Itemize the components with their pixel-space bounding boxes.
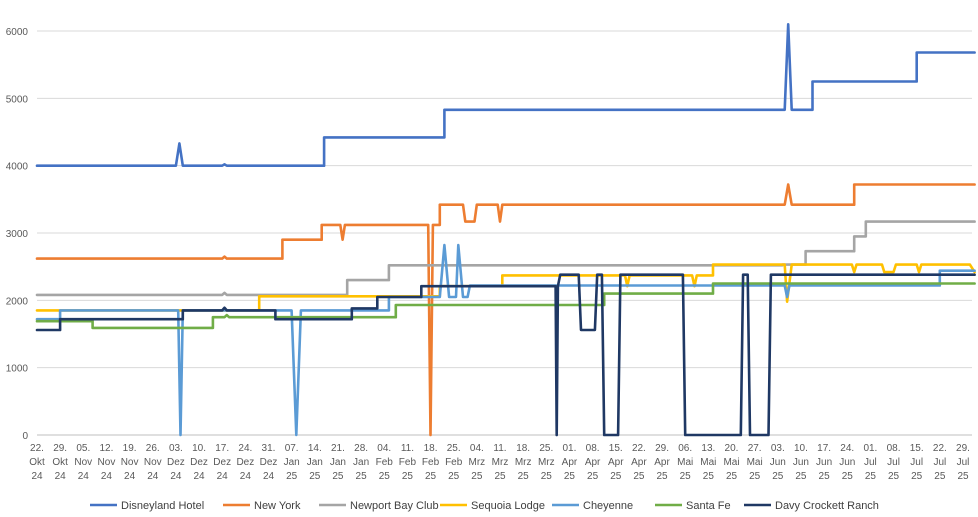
x-tick-label: 29. Okt 24 [52, 443, 68, 482]
legend-label: Santa Fe [686, 500, 731, 512]
x-tick-label: 12. Nov 24 [98, 443, 116, 482]
x-tick-label: 24. Jun 25 [839, 443, 855, 482]
series-line-davy-crockett-ranch [35, 273, 976, 437]
x-tick-label: 24. Dez 24 [236, 443, 254, 482]
y-tick-label: 5000 [6, 94, 29, 105]
x-tick-label: 03. Jun 25 [770, 443, 786, 482]
legend: Disneyland Hotel New York Newport Bay Club… [90, 500, 879, 512]
x-tick-label: 25. Feb 25 [445, 443, 463, 482]
x-tick-label: 01. Jul 25 [863, 443, 877, 482]
x-tick-label: 05. Nov 24 [74, 443, 92, 482]
x-tick-label: 25. Mrz 25 [538, 443, 555, 482]
y-tick-label: 2000 [6, 296, 29, 307]
x-axis-ticks: 22. Okt 24 29. Okt 24 05. Nov 24 12. Nov 24 19. Nov 24… [29, 443, 970, 482]
x-tick-label: 01. Apr 25 [562, 443, 578, 482]
y-tick-label: 4000 [6, 162, 29, 173]
series-line-santa-fe [35, 282, 976, 330]
y-tick-label: 6000 [6, 27, 29, 38]
x-tick-label: 19. Nov 24 [121, 443, 139, 482]
x-tick-label: 27. Mai 25 [747, 443, 763, 482]
x-tick-label: 21. Jan 25 [330, 443, 346, 482]
x-tick-label: 20. Mai 25 [723, 443, 739, 482]
x-tick-label: 29. Jul 25 [956, 443, 970, 482]
x-tick-label: 11. Mrz 25 [492, 443, 509, 482]
x-tick-label: 22. Jul 25 [933, 443, 947, 482]
x-tick-label: 26. Nov 24 [144, 443, 162, 482]
x-tick-label: 04. Feb 25 [376, 443, 394, 482]
x-tick-label: 13. Mai 25 [700, 443, 716, 482]
series-line-new-york [35, 183, 976, 437]
legend-label: Davy Crockett Ranch [775, 500, 879, 512]
legend-label: New York [254, 500, 301, 512]
x-tick-label: 17. Jun 25 [816, 443, 832, 482]
x-tick-label: 31. Dez 24 [260, 443, 278, 482]
x-tick-label: 03. Dez 24 [167, 443, 185, 482]
x-tick-label: 29. Apr 25 [654, 443, 670, 482]
x-tick-label: 15. Apr 25 [608, 443, 624, 482]
x-tick-label: 18. Feb 25 [422, 443, 440, 482]
legend-label: Sequoia Lodge [471, 500, 545, 512]
x-tick-label: 22. Apr 25 [631, 443, 647, 482]
y-axis-ticks: 0 1000 2000 3000 4000 5000 6000 [6, 27, 29, 442]
x-tick-label: 11. Feb 25 [399, 443, 417, 482]
x-tick-label: 06. Mai 25 [677, 443, 693, 482]
x-tick-label: 22. Okt 24 [29, 443, 45, 482]
y-tick-label: 1000 [6, 364, 29, 375]
x-tick-label: 15. Jul 25 [910, 443, 924, 482]
legend-label: Newport Bay Club [350, 500, 439, 512]
x-tick-label: 18. Mrz 25 [515, 443, 532, 482]
x-tick-label: 28. Jan 25 [353, 443, 369, 482]
y-tick-label: 0 [22, 431, 28, 442]
x-tick-label: 04. Mrz 25 [469, 443, 486, 482]
x-tick-label: 08. Apr 25 [585, 443, 601, 482]
legend-label: Cheyenne [583, 500, 633, 512]
series-lines [35, 23, 976, 437]
gridlines [37, 30, 972, 436]
x-tick-label: 17. Dez 24 [213, 443, 231, 482]
x-tick-label: 07. Jan 25 [284, 443, 300, 482]
x-tick-label: 08. Jul 25 [887, 443, 901, 482]
x-tick-label: 14. Jan 25 [307, 443, 323, 482]
legend-label: Disneyland Hotel [121, 500, 204, 512]
series-line-disneyland-hotel [35, 23, 976, 167]
series-line-cheyenne [35, 243, 976, 437]
y-tick-label: 3000 [6, 229, 29, 240]
x-tick-label: 10. Dez 24 [190, 443, 208, 482]
x-tick-label: 10. Jun 25 [793, 443, 809, 482]
